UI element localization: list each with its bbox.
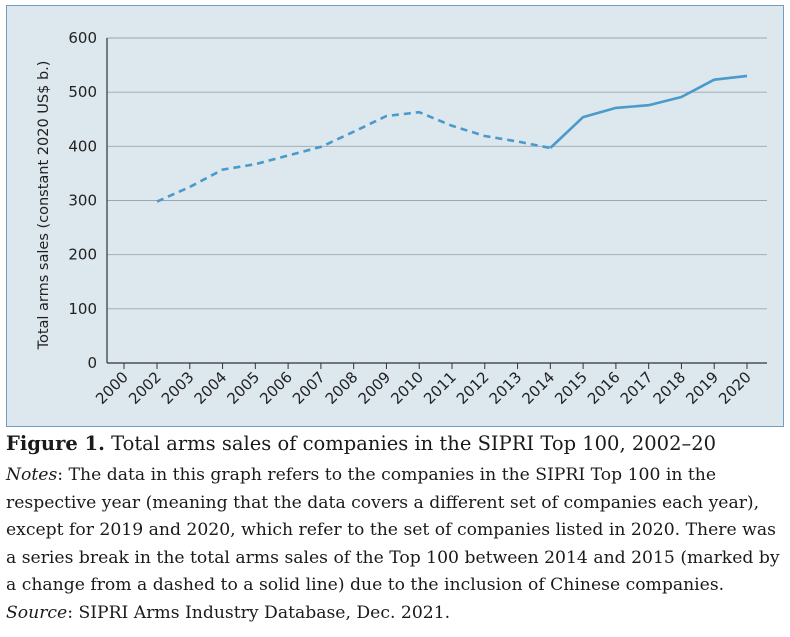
- data-point: [286, 154, 290, 158]
- x-tick-label: 2011: [420, 368, 460, 408]
- y-tick-label: 400: [68, 137, 97, 155]
- data-point: [253, 162, 257, 166]
- x-tick-label: 2012: [453, 368, 493, 408]
- x-tick-label: 2015: [551, 368, 591, 408]
- figure-title: Figure 1. Total arms sales of companies …: [6, 432, 786, 456]
- x-tick-label: 2013: [486, 368, 526, 408]
- notes-text: : The data in this graph refers to the c…: [6, 465, 780, 595]
- data-point: [712, 78, 716, 82]
- source-text: : SIPRI Arms Industry Database, Dec. 202…: [67, 602, 451, 623]
- data-point: [614, 106, 618, 110]
- x-tick-label: 2002: [125, 368, 165, 408]
- figure-source: Source: SIPRI Arms Industry Database, De…: [6, 600, 786, 628]
- figure-number: Figure 1.: [6, 432, 105, 455]
- y-tick-label: 100: [68, 300, 97, 318]
- notes-label: Notes: [6, 465, 58, 485]
- x-tick-label: 2005: [223, 368, 263, 408]
- data-point: [352, 130, 356, 134]
- data-point: [319, 145, 323, 149]
- data-point: [548, 146, 552, 150]
- y-axis: 0 100 200 300 400 500 600: [68, 29, 108, 372]
- x-tick-label: 2010: [387, 368, 427, 408]
- data-point: [188, 185, 192, 189]
- y-tick-label: 600: [68, 29, 97, 47]
- figure-notes: Notes: The data in this graph refers to …: [6, 462, 786, 600]
- x-axis: 2000200220032004200520062007200820092010…: [92, 362, 767, 408]
- data-point: [384, 114, 388, 118]
- x-tick-label: 2020: [715, 368, 755, 408]
- series-layer: [155, 74, 749, 204]
- data-point: [483, 134, 487, 138]
- x-tick-label: 2018: [650, 368, 690, 408]
- x-tick-label: 2009: [355, 368, 395, 408]
- figure-title-text: Total arms sales of companies in the SIP…: [111, 432, 717, 455]
- data-point: [417, 110, 421, 114]
- x-tick-label: 2008: [322, 368, 362, 408]
- gridlines: [107, 37, 767, 310]
- line-chart: 0 100 200 300 400 500 600 20002002200320042005…: [36, 29, 767, 408]
- figure-caption: Figure 1. Total arms sales of companies …: [6, 432, 786, 627]
- x-tick-label: 2007: [289, 368, 329, 408]
- y-tick-label: 200: [68, 246, 97, 264]
- y-tick-label: 500: [68, 83, 97, 101]
- data-point: [581, 115, 585, 119]
- chart-panel: 0 100 200 300 400 500 600 2000 2002 2003 2004 2005…: [6, 5, 784, 427]
- series-line-dashed: [156, 110, 551, 203]
- data-point: [516, 139, 520, 143]
- x-tick-label: 2014: [518, 368, 558, 408]
- x-tick-label: 2004: [191, 368, 231, 408]
- x-tick-label: 2003: [158, 368, 198, 408]
- series-line-solid: [549, 74, 748, 149]
- data-point: [679, 95, 683, 99]
- y-tick-label: 300: [68, 192, 97, 210]
- data-point: [155, 200, 159, 204]
- y-axis-label: Total arms sales (constant 2020 US$ b.): [36, 61, 52, 351]
- x-tick-label: 2017: [617, 368, 657, 408]
- x-tick-label: 2016: [584, 368, 624, 408]
- data-point: [450, 124, 454, 128]
- source-label: Source: [6, 602, 68, 623]
- x-tick-label: 2000: [92, 368, 132, 408]
- x-tick-label: 2019: [682, 368, 722, 408]
- y-tick-label: 0: [87, 354, 97, 372]
- data-point: [745, 74, 749, 78]
- x-tick-label: 2006: [256, 368, 296, 408]
- data-point: [647, 103, 651, 107]
- data-point: [221, 168, 225, 172]
